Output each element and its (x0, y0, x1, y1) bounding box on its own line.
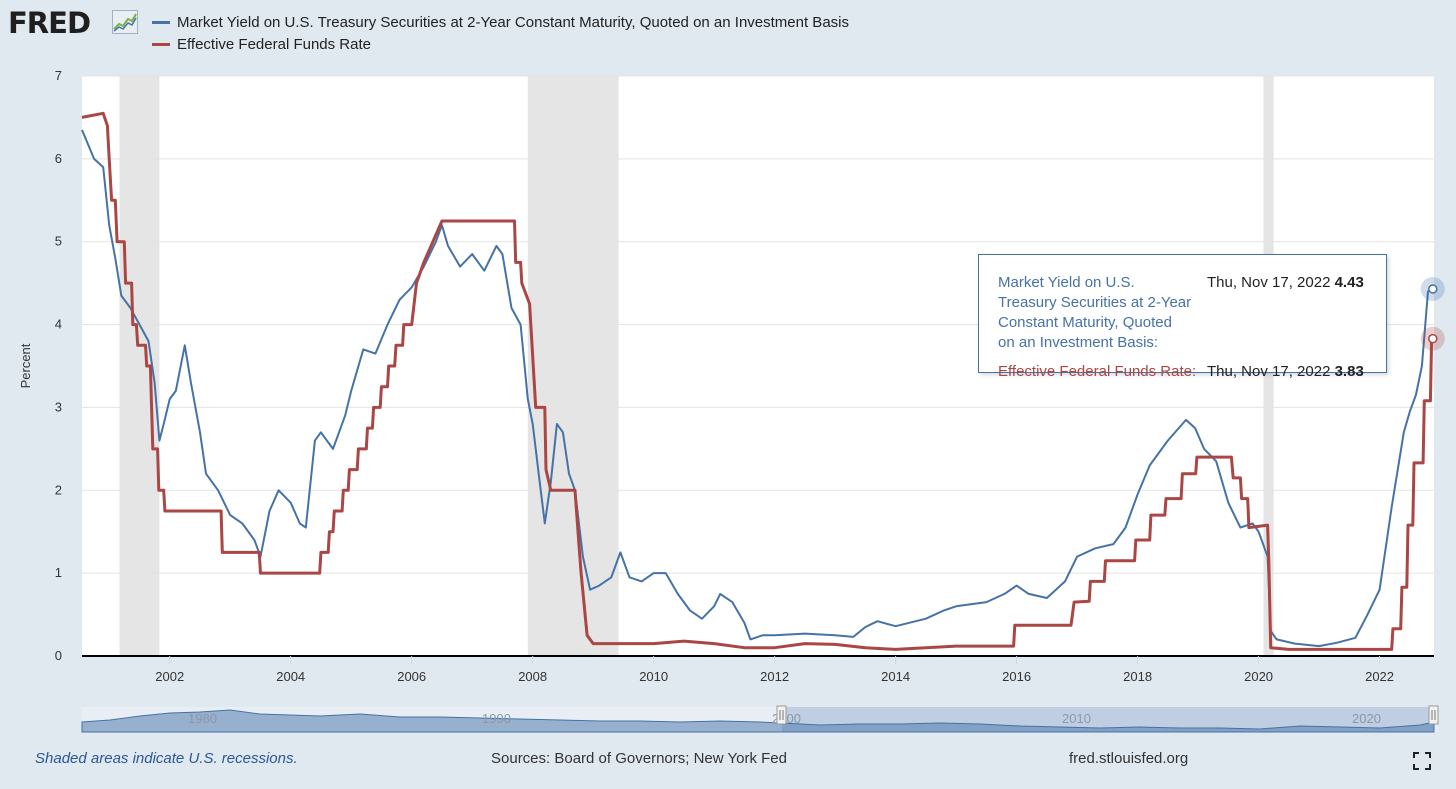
sources-text: Sources: Board of Governors; New York Fe… (491, 750, 787, 767)
tooltip-series1-value: Thu, Nov 17, 2022 4.43 (1207, 274, 1364, 291)
navigator-handle-left[interactable] (776, 705, 787, 725)
fred-line-chart-icon (112, 10, 138, 34)
legend-swatch-treasury (152, 21, 170, 24)
x-axis: 2002 2004 2006 2008 2010 2012 2014 2016 2018 2020… (155, 656, 1394, 684)
x-tick-label: 2022 (1365, 669, 1394, 684)
x-tick-label: 2002 (155, 669, 184, 684)
navigator-label-2020: 2020 (1352, 711, 1381, 726)
legend-label-fedfunds: Effective Federal Funds Rate (177, 36, 371, 53)
navigator-selection[interactable] (782, 707, 1434, 732)
fullscreen-icon[interactable] (1413, 752, 1431, 770)
x-tick-label: 2014 (881, 669, 910, 684)
navigator-label-1990: 1990 (482, 711, 511, 726)
hover-markers (1420, 276, 1445, 351)
chart-header: FRED Market Yield on U.S. Treasury Secur… (0, 0, 1456, 66)
series-lines (81, 111, 1434, 651)
legend-label-treasury: Market Yield on U.S. Treasury Securities… (177, 14, 849, 31)
y-tick-label: 0 (55, 648, 62, 663)
legend-item-fedfunds[interactable]: Effective Federal Funds Rate (152, 36, 371, 53)
y-tick-label: 7 (55, 68, 62, 83)
y-axis: 0 1 2 3 4 5 6 7 (55, 68, 62, 663)
y-tick-label: 3 (55, 399, 62, 414)
x-tick-label: 2006 (397, 669, 426, 684)
y-tick-label: 6 (55, 151, 62, 166)
tooltip: Market Yield on U.S. Treasury Securities… (978, 254, 1387, 380)
hover-marker (1428, 333, 1438, 344)
x-tick-label: 2018 (1123, 669, 1152, 684)
site-link[interactable]: fred.stlouisfed.org (1069, 750, 1189, 767)
recession-band (119, 76, 160, 656)
x-tick-label: 2010 (639, 669, 668, 684)
legend-item-treasury[interactable]: Market Yield on U.S. Treasury Securities… (152, 14, 849, 31)
y-tick-label: 1 (55, 565, 62, 580)
navigator-handle-right[interactable] (1428, 705, 1439, 725)
x-tick-label: 2012 (760, 669, 789, 684)
tooltip-series2-value: Thu, Nov 17, 2022 3.83 (1207, 363, 1364, 380)
y-tick-label: 2 (55, 482, 62, 497)
legend-swatch-fedfunds (152, 43, 170, 46)
recession-band (527, 76, 619, 656)
x-tick-label: 2004 (276, 669, 305, 684)
x-tick-label: 2020 (1244, 669, 1273, 684)
series-line-fedfunds (81, 111, 1434, 651)
y-tick-label: 5 (55, 234, 62, 249)
tooltip-series2-label: Effective Federal Funds Rate: (998, 363, 1197, 380)
tooltip-series1-label: Market Yield on U.S. Treasury Securities… (998, 274, 1192, 351)
x-tick-label: 2008 (518, 669, 547, 684)
recession-note: Shaded areas indicate U.S. recessions. (35, 750, 298, 767)
hover-marker (1428, 284, 1438, 294)
fred-logo[interactable]: FRED (8, 6, 91, 40)
navigator-label-1980: 1980 (188, 711, 217, 726)
time-navigator[interactable]: 1980 1990 2000 2010 2020 (0, 700, 1456, 734)
navigator-label-2010: 2010 (1062, 711, 1091, 726)
x-tick-label: 2016 (1002, 669, 1031, 684)
y-tick-label: 4 (55, 317, 62, 332)
y-axis-title: Percent (18, 343, 33, 388)
